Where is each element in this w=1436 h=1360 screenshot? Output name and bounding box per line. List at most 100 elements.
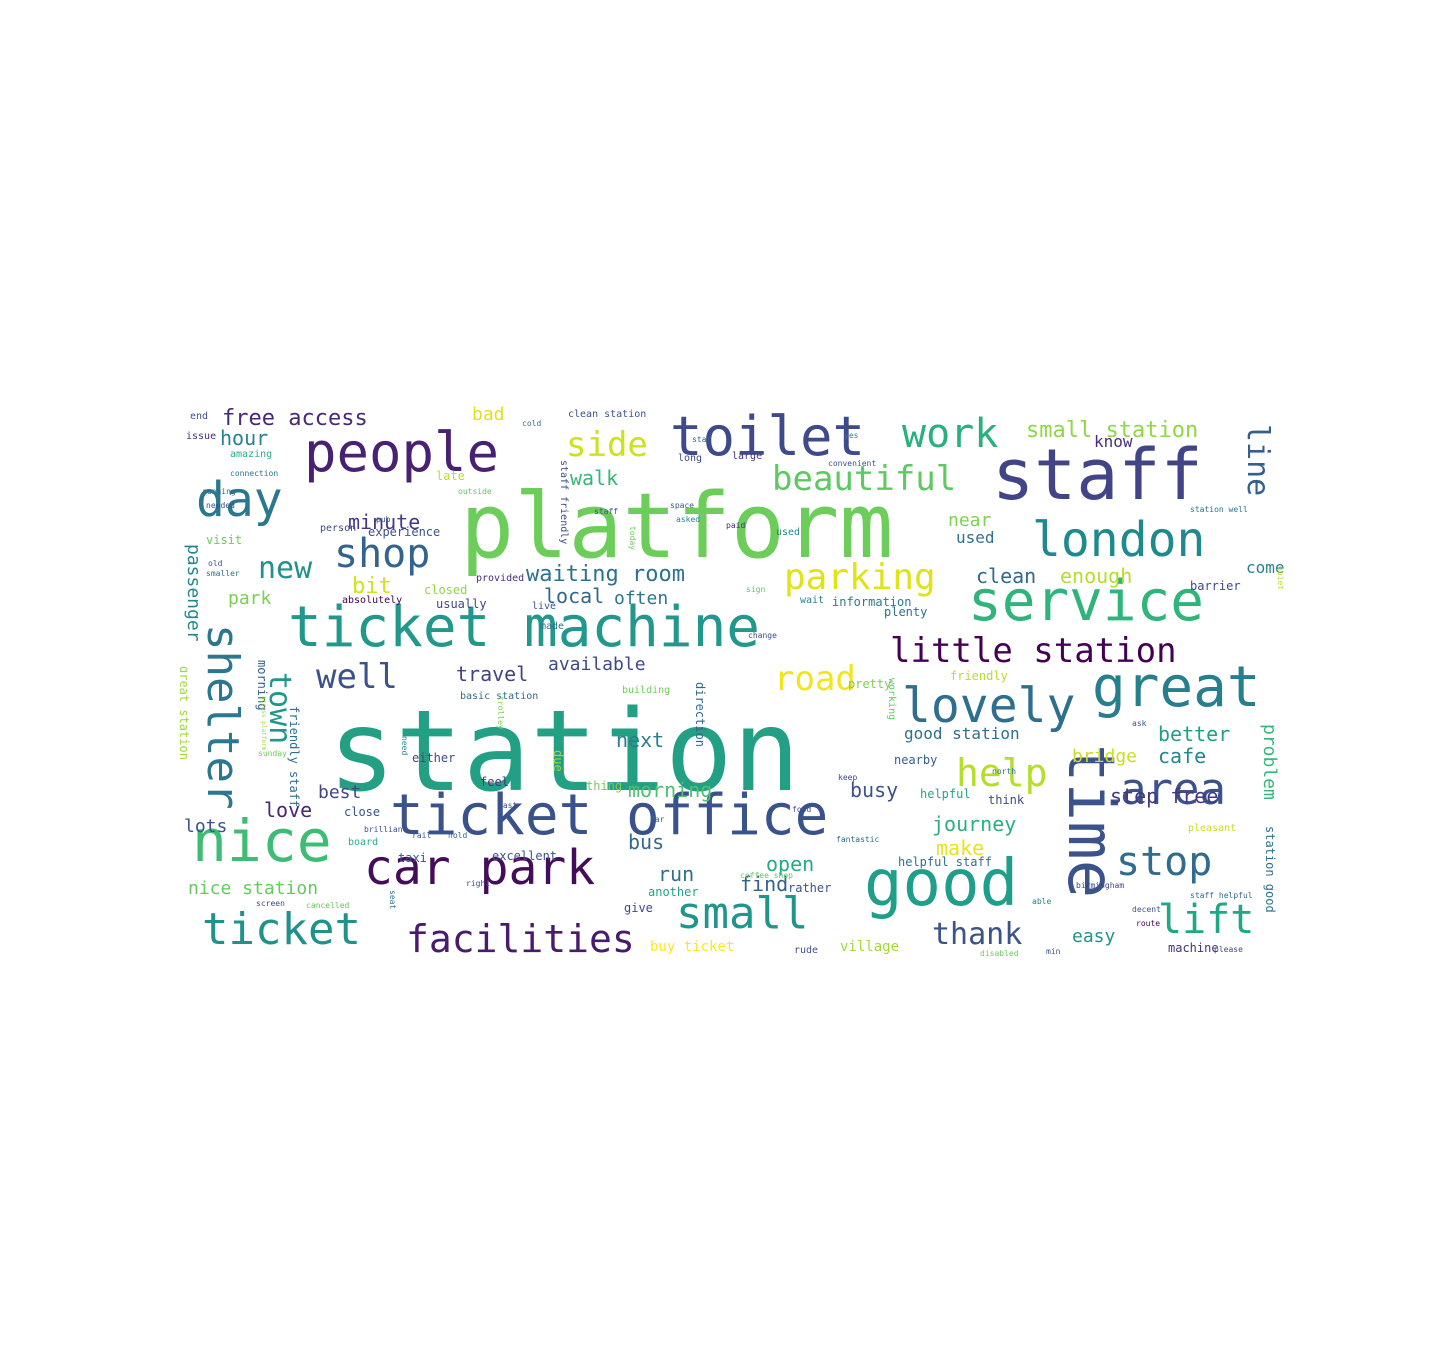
- cloud-word: walk: [570, 466, 619, 490]
- cloud-word: connection: [230, 469, 279, 478]
- cloud-word: available: [548, 654, 646, 675]
- cloud-word: rail: [412, 831, 432, 840]
- cloud-word: best: [318, 782, 362, 803]
- cloud-word: hold: [448, 831, 468, 840]
- cloud-word: station well: [1190, 505, 1248, 514]
- cloud-word: absolutely: [342, 595, 403, 606]
- cloud-word: ticket: [202, 904, 361, 955]
- cloud-word: experience: [368, 525, 441, 539]
- word-cloud: station platform ticket machine ticket offi…: [180, 406, 1288, 962]
- cloud-word: station: [328, 687, 801, 817]
- cloud-word: asked: [676, 515, 701, 524]
- cloud-word: need: [400, 736, 409, 756]
- cloud-word: seat: [388, 890, 397, 910]
- cloud-word: able: [1032, 897, 1052, 906]
- cloud-word: plenty: [884, 605, 928, 619]
- cloud-word: love: [264, 798, 313, 822]
- cloud-word: rather: [788, 881, 832, 895]
- cloud-word: better: [1158, 722, 1231, 746]
- cloud-word: great: [1092, 655, 1261, 720]
- cloud-word: often: [614, 588, 669, 609]
- cloud-word: end: [190, 411, 209, 422]
- cloud-word: free access: [222, 406, 368, 431]
- cloud-word: run: [658, 862, 695, 886]
- cloud-word: parking: [784, 557, 936, 598]
- cloud-word: clean station: [568, 409, 647, 420]
- cloud-word: smaller: [206, 569, 240, 578]
- cloud-word: helpful: [920, 787, 971, 801]
- cloud-word: change: [748, 631, 777, 640]
- cloud-word: made: [540, 621, 565, 632]
- cloud-word: near: [948, 510, 992, 531]
- cloud-word: nearby: [894, 753, 938, 767]
- cloud-word: used: [956, 528, 995, 547]
- cloud-word: platform: [460, 474, 894, 579]
- cloud-word: disabled: [980, 949, 1019, 958]
- cloud-word: staff helpful: [1190, 891, 1253, 900]
- cloud-word: live: [532, 601, 557, 612]
- cloud-word: machine: [1168, 941, 1219, 955]
- cloud-word: local: [544, 584, 605, 608]
- cloud-word: park: [228, 588, 272, 609]
- cloud-word: lovely: [902, 678, 1076, 734]
- cloud-word: toilet: [670, 406, 866, 468]
- cloud-word: facilities: [406, 917, 635, 961]
- cloud-word: convenient: [828, 459, 877, 468]
- cloud-word: cafe: [1158, 744, 1207, 768]
- cloud-word: long: [678, 453, 703, 464]
- cloud-word: old: [208, 559, 223, 568]
- cloud-word: lift: [1158, 897, 1255, 943]
- cloud-word: thank: [932, 917, 1023, 952]
- cloud-word: give: [624, 901, 653, 915]
- cloud-word: open: [766, 852, 815, 876]
- cloud-word: north: [992, 767, 1017, 776]
- cloud-word: bridge: [1072, 746, 1138, 767]
- cloud-word: stop: [1116, 839, 1213, 885]
- cloud-word: basic station: [460, 691, 539, 702]
- cloud-word: village: [840, 939, 900, 955]
- cloud-word: min: [1046, 947, 1061, 956]
- cloud-word: late: [436, 469, 465, 483]
- cloud-word: easy: [1072, 926, 1116, 947]
- cloud-word: wait: [800, 595, 825, 606]
- cloud-word: make: [936, 836, 985, 860]
- cloud-word: screen: [256, 899, 285, 908]
- cloud-word: quiet: [1276, 566, 1285, 591]
- cloud-word: problem: [1259, 724, 1280, 800]
- cloud-word: good station: [904, 724, 1020, 743]
- cloud-word: thing: [586, 779, 623, 793]
- cloud-word: barrier: [1190, 579, 1241, 593]
- cloud-word: good: [864, 847, 1019, 921]
- cloud-word: pretty: [848, 677, 892, 691]
- cloud-word: think: [988, 793, 1025, 807]
- cloud-word: right: [466, 879, 491, 888]
- cloud-word: road: [774, 659, 856, 699]
- cloud-word: great station: [180, 666, 191, 760]
- cloud-word: trolley: [496, 696, 505, 730]
- cloud-word: keep: [838, 773, 858, 782]
- cloud-word: area: [1120, 764, 1226, 815]
- cloud-word: coffee shop: [740, 871, 793, 880]
- cloud-word: fantastic: [836, 835, 880, 844]
- cloud-word: beautiful: [772, 459, 957, 499]
- cloud-word: running: [202, 487, 236, 496]
- cloud-word: paid: [726, 521, 746, 530]
- cloud-word: amazing: [230, 449, 273, 460]
- cloud-word: london: [1032, 512, 1206, 568]
- cloud-word: staff friendly: [558, 460, 569, 545]
- cloud-word: sign: [746, 585, 766, 594]
- cloud-word: today: [628, 526, 637, 551]
- cloud-word: birmingham: [1076, 881, 1125, 890]
- cloud-word: far: [650, 815, 665, 824]
- cloud-word: brilliant: [364, 825, 408, 834]
- cloud-word: cold: [522, 419, 542, 428]
- cloud-word: find: [740, 872, 789, 896]
- cloud-word: either: [412, 751, 456, 765]
- cloud-word: nice station: [188, 878, 319, 899]
- cloud-word: due: [551, 750, 565, 772]
- cloud-word: little station: [890, 631, 1177, 671]
- cloud-word: ticket office: [390, 783, 829, 848]
- cloud-word: shop: [334, 531, 431, 577]
- cloud-word: car park: [364, 840, 596, 896]
- cloud-word: issue: [186, 431, 217, 442]
